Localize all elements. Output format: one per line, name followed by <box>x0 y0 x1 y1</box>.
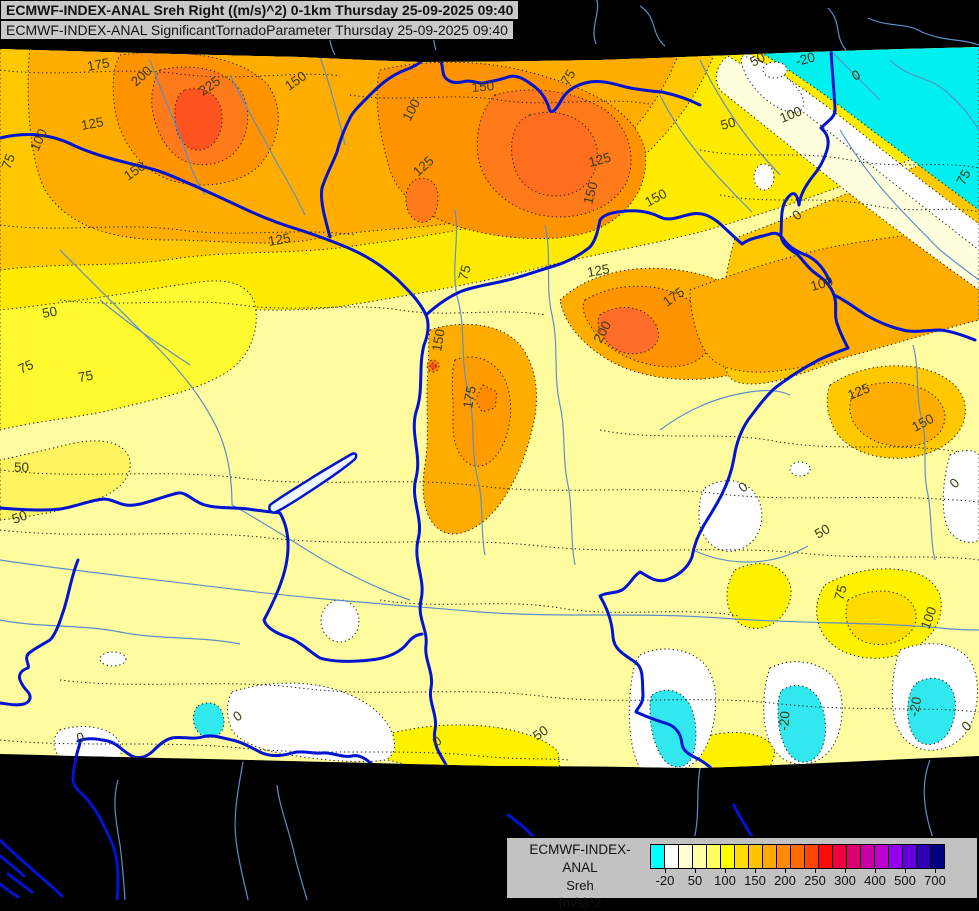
borders-outside <box>0 741 758 900</box>
legend-tick-label: -20 <box>655 873 675 888</box>
legend-swatch-10 <box>790 844 805 869</box>
legend-swatch-0 <box>650 844 665 869</box>
contour-label-50: 50 <box>14 460 29 475</box>
legend-tick-mark <box>725 869 726 873</box>
legend-swatch-9 <box>776 844 791 869</box>
contour-label-150: 150 <box>580 180 600 206</box>
legend-tick-mark <box>785 869 786 873</box>
legend-swatch-5 <box>720 844 735 869</box>
contour-label-75: 75 <box>0 152 18 171</box>
contour-label-75: 75 <box>953 167 973 187</box>
coastline-adriatic <box>0 838 64 898</box>
contour-label-100: 100 <box>918 605 940 631</box>
contour-label-150: 150 <box>429 328 448 353</box>
legend-tick-mark <box>905 869 906 873</box>
legend-tick-label: 250 <box>804 873 826 888</box>
legend-swatch-11 <box>804 844 819 869</box>
contour-label-75: 75 <box>77 368 94 385</box>
legend-swatch-3 <box>692 844 707 869</box>
legend-tick-label: 50 <box>687 873 703 888</box>
legend-units: (m/s)^2 <box>558 895 602 910</box>
legend-box: ECMWF-INDEX-ANAL Sreh (m/s)^2 -20 50 100 15… <box>505 836 979 910</box>
legend-tick-label: 150 <box>744 873 766 888</box>
legend-tick-mark <box>935 869 936 873</box>
field-contours <box>0 47 979 768</box>
contour-label-50: 50 <box>530 723 551 744</box>
contour-label-125: 125 <box>587 150 613 170</box>
legend-swatch-7 <box>748 844 763 869</box>
legend-swatch-16 <box>874 844 889 869</box>
river-danube-west <box>0 133 430 347</box>
contour-label--20: -20 <box>794 49 817 69</box>
legend-tick-label: 200 <box>774 873 796 888</box>
contour-label-175: 175 <box>460 385 479 410</box>
rivers-thin <box>0 47 979 645</box>
river-tisza <box>598 346 850 768</box>
legend-tick-mark <box>695 869 696 873</box>
legend-swatch-19 <box>916 844 931 869</box>
legend-swatch-8 <box>762 844 777 869</box>
contour-label-75: 75 <box>455 263 473 281</box>
contour-label-50: 50 <box>10 508 29 527</box>
legend-swatch-15 <box>860 844 875 869</box>
legend-colorbar <box>650 844 945 869</box>
coast-island-2 <box>6 872 34 894</box>
legend-tick-label: 300 <box>834 873 856 888</box>
legend-swatch-14 <box>846 844 861 869</box>
border-southwest <box>0 558 80 707</box>
contour-label-50: 50 <box>719 115 737 133</box>
river-danube-south <box>412 343 510 768</box>
contour-label--20: -20 <box>906 696 924 718</box>
legend-label: ECMWF-INDEX-ANAL Sreh (m/s)^2 <box>513 841 647 911</box>
legend-tick-label: 400 <box>864 873 886 888</box>
contour-label-125: 125 <box>80 114 105 133</box>
contour-label-50: 50 <box>747 49 767 69</box>
legend-tick-mark <box>815 869 816 873</box>
legend-tick-label: 700 <box>924 873 946 888</box>
coast-island-1 <box>0 854 26 878</box>
legend-swatch-13 <box>832 844 847 869</box>
legend-swatch-18 <box>902 844 917 869</box>
coast-island-3 <box>0 882 20 899</box>
contour-label--20: -20 <box>776 711 793 732</box>
legend-swatch-12 <box>818 844 833 869</box>
legend-tick-mark <box>845 869 846 873</box>
river-danube-border <box>426 47 702 114</box>
river-morava <box>320 47 431 239</box>
contour-label-100: 100 <box>809 274 835 294</box>
contour-label-75: 75 <box>16 357 36 377</box>
contour-label-125: 125 <box>267 230 292 249</box>
title-bar-sreh: ECMWF-INDEX-ANAL Sreh Right ((m/s)^2) 0-… <box>0 0 520 20</box>
border-northeast <box>779 47 850 350</box>
contour-label-175: 175 <box>86 55 111 74</box>
contour-label-50: 50 <box>41 304 58 321</box>
contour-label-50: 50 <box>812 521 833 542</box>
rivers-thick <box>0 47 977 768</box>
legend-swatch-2 <box>678 844 693 869</box>
contour-label-75: 75 <box>831 583 849 601</box>
contour-label-75: 75 <box>558 67 579 88</box>
border-slovenia-croatia <box>71 741 120 900</box>
legend-tick-mark <box>875 869 876 873</box>
legend-param: Sreh <box>566 878 594 893</box>
border-east <box>832 293 977 342</box>
river-mura <box>0 491 424 663</box>
legend-swatch-6 <box>734 844 749 869</box>
title-bar-stp: ECMWF-INDEX-ANAL SignificantTornadoParam… <box>0 20 514 40</box>
legend-tick-mark <box>755 869 756 873</box>
legend-tick-label: 100 <box>714 873 736 888</box>
lake-balaton <box>268 452 358 514</box>
legend-tick-label: 500 <box>894 873 916 888</box>
legend-swatch-4 <box>706 844 721 869</box>
legend-title: ECMWF-INDEX-ANAL <box>529 842 631 875</box>
legend-swatch-20 <box>930 844 945 869</box>
contour-label-125: 125 <box>586 261 611 280</box>
river-drava <box>76 734 506 768</box>
legend-tick-mark <box>665 869 666 873</box>
legend-swatch-17 <box>888 844 903 869</box>
contour-label-0: 0 <box>75 729 86 745</box>
contour-label-150: 150 <box>471 78 495 95</box>
legend-swatch-1 <box>664 844 679 869</box>
